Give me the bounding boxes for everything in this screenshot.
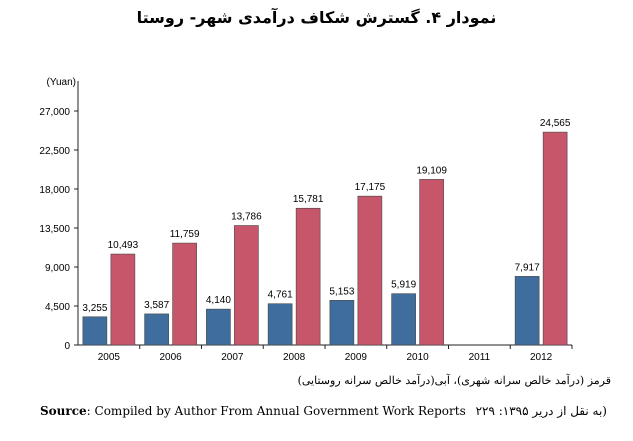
y-tick-label: 27,000: [39, 107, 70, 118]
data-label: 3,587: [144, 300, 169, 311]
data-label: 5,153: [329, 286, 354, 297]
source-label: Source: [40, 404, 87, 418]
source-citation: (به نقل از دریر ۱۳۹۵: ۲۲۹: [475, 404, 607, 418]
source-text: : Compiled by Author From Annual Governm…: [86, 404, 466, 418]
data-label: 11,759: [170, 229, 200, 240]
y-unit-label: (Yuan): [47, 77, 76, 88]
x-tick-label: 2009: [345, 352, 368, 363]
bar-blue: [206, 308, 231, 346]
y-tick-label: 9,000: [45, 263, 70, 274]
x-tick-label: 2011: [469, 352, 491, 363]
bar-red: [542, 131, 568, 346]
data-label: 5,919: [391, 280, 416, 291]
bar-blue: [329, 300, 355, 346]
x-tick-label: 2005: [98, 352, 121, 363]
data-label: 15,781: [293, 194, 324, 205]
data-label: 10,493: [108, 240, 139, 251]
x-tick-label: 2007: [221, 352, 244, 363]
bar-red: [110, 253, 136, 346]
bar-red: [234, 225, 259, 346]
data-label: 7,917: [515, 262, 540, 273]
x-tick-label: 2006: [160, 352, 183, 363]
x-tick-label: 2012: [530, 352, 553, 363]
data-label: 19,109: [416, 165, 447, 176]
y-tick-label: 13,500: [39, 224, 70, 235]
data-label: 13,786: [231, 212, 262, 223]
bar-chart: (Yuan) 0 4,500 9,000 13,500 18,000 22,500 27,00…: [39, 77, 573, 363]
data-label: 24,565: [540, 118, 571, 129]
legend-caption: قرمز (درآمد خالص سرانه شهری)، آبی(درآمد …: [297, 374, 611, 387]
data-label: 4,761: [268, 290, 293, 301]
source-note: Source: Compiled by Author From Annual G…: [40, 404, 625, 418]
bar-red: [419, 179, 444, 346]
y-tick-label: 4,500: [45, 302, 70, 313]
y-tick-label: 22,500: [39, 146, 70, 157]
bar-red: [172, 242, 197, 346]
bar-blue: [267, 303, 293, 346]
chart-title: نمودار ۴. گسترش شکاف درآمدی شهر- روستا: [136, 8, 497, 27]
data-label: 17,175: [355, 182, 386, 193]
bar-blue: [391, 293, 416, 346]
bar-blue: [144, 313, 169, 346]
y-tick-label: 0: [64, 341, 70, 352]
x-tick-label: 2010: [407, 352, 430, 363]
data-label: 4,140: [206, 295, 231, 306]
data-label: 3,255: [82, 303, 107, 314]
bar-blue: [82, 316, 108, 346]
bar-red: [357, 195, 383, 346]
y-tick-label: 18,000: [39, 185, 70, 196]
bar-red: [295, 207, 321, 346]
bar-blue: [514, 276, 540, 346]
x-tick-label: 2008: [283, 352, 306, 363]
